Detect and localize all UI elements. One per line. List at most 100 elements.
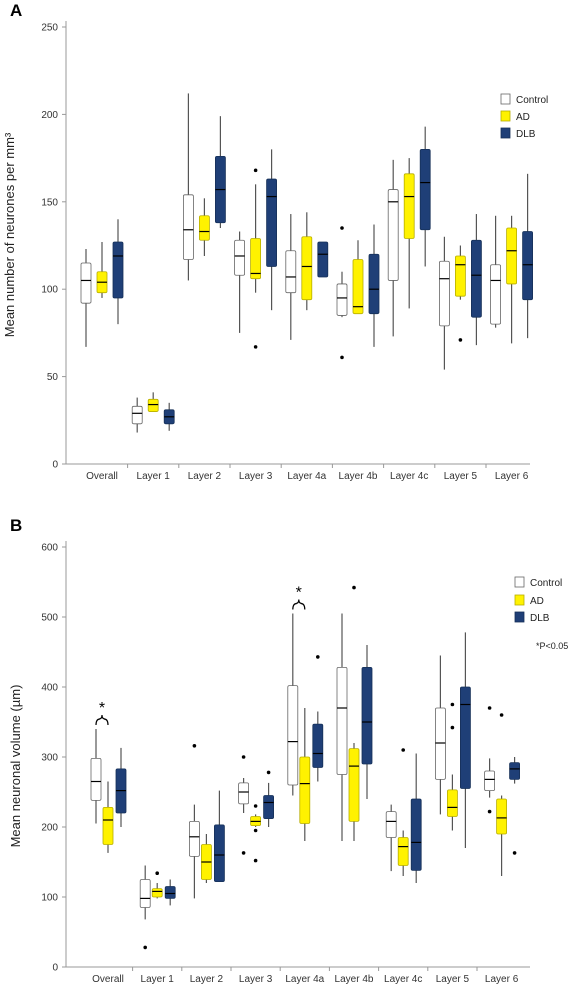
panel-a-control-layer-4b-outlier (340, 355, 344, 360)
panel-b-control-layer-3-box (238, 782, 250, 805)
panel-b-x-tick-label-layer-1: Layer 1 (141, 974, 175, 985)
panel-b-dlb-layer-6-outlier (512, 851, 517, 855)
panel-b-x-tick-label-layer-5: Layer 5 (436, 974, 470, 985)
panel-b-ad-layer-5-outlier (450, 725, 455, 730)
panel-b-y-tick-label: 300 (41, 753, 58, 764)
panel-a-control-layer-1-box (131, 405, 143, 425)
panel-a-control-overall-box (80, 262, 92, 304)
panel-a-ad-layer-5-outlier (458, 338, 463, 342)
panel-b-dlb-layer-6-box (509, 762, 521, 780)
panel-a-dlb-layer-5-box (470, 239, 482, 318)
panel-a-ad-layer-4a-box (301, 236, 313, 301)
panel-a-x-tick-label-layer-4c: Layer 4c (390, 471, 428, 482)
panel-b-legend-label-ad: AD (530, 596, 544, 607)
panel-b-ad-layer-1-box (151, 888, 163, 898)
panel-b-dlb-layer-3-box (263, 795, 275, 820)
panel-b-y-tick-label: 0 (52, 963, 58, 974)
panel-a-ad-layer-4b-box (352, 259, 364, 315)
panel-a-dlb-layer-6-box (522, 231, 533, 301)
panel-a-dlb-layer-3-box (266, 178, 278, 267)
panel-b-x-tick-label-layer-4b: Layer 4b (335, 974, 374, 985)
panel-b-significance-star-overall: * (99, 700, 105, 717)
panel-a-ad-layer-2-box (198, 215, 210, 241)
panel-a-chart: 0 50 100 150 200 250 Overall Layer 1 Layer 2 Laye… (41, 21, 548, 482)
panel-b-control-layer-6-box (484, 770, 496, 792)
panel-a-control-layer-4a-box (285, 250, 297, 294)
panel-a-y-axis-label: Mean number of neurones per mm³ (2, 132, 17, 337)
panel-a-control-layer-4c-box (387, 189, 399, 281)
panel-b-y-tick-label: 100 (41, 893, 58, 904)
panel-b-ad-layer-4b-outlier (352, 585, 356, 590)
panel-b-ad-layer-4c-box (397, 837, 409, 866)
panel-b-significance-bracket-overall (95, 714, 109, 726)
panel-a-control-layer-5-box (438, 260, 450, 327)
panel-a-control-layer-2-box (182, 194, 194, 260)
panel-b-control-layer-2-outlier (192, 744, 197, 748)
panel-a-y-tick-label: 0 (52, 460, 58, 471)
panel-b-dlb-layer-4b-box (361, 667, 373, 765)
panel-a-x-tick-label-layer-3: Layer 3 (239, 471, 273, 482)
panel-a-ad-layer-5-box (454, 255, 466, 297)
panel-b-dlb-layer-2-box (213, 824, 225, 883)
panel-a-dlb-layer-4a-box (317, 241, 329, 278)
panel-b-dlb-layer-4a-box (312, 723, 324, 768)
panel-b-significance-note: *P<0.05 (536, 641, 568, 651)
panel-b-legend-swatch-control (514, 576, 525, 588)
panel-b-control-layer-6-outlier (487, 809, 492, 814)
panel-a-control-layer-3-box (234, 239, 246, 276)
panel-a-legend-label-control: Control (516, 95, 548, 106)
panel-b-ad-layer-4c-outlier (401, 748, 406, 752)
panel-b-y-axis-label: Mean neuronal volume (µm) (8, 685, 23, 848)
panel-b-x-tick-label-layer-3: Layer 3 (239, 974, 273, 985)
panel-b-dlb-layer-4a-outlier (316, 655, 320, 659)
panel-a-control-layer-4b-box (336, 283, 348, 316)
panel-b-legend-swatch-dlb (514, 611, 525, 623)
panel-b-letter: B (10, 516, 22, 535)
panel-a-y-tick-label: 200 (41, 110, 58, 121)
panel-a-ad-layer-6-box (506, 227, 518, 285)
panel-b-y-tick-label: 500 (41, 613, 58, 624)
panel-b-legend-swatch-ad (514, 594, 525, 606)
panel-b-y-tick-label: 600 (41, 543, 58, 554)
panel-a-legend-swatch-control (500, 93, 511, 105)
panel-b-dlb-layer-1-box (164, 886, 176, 899)
panel-a-y-tick-label: 100 (41, 285, 58, 296)
panel-b-control-layer-3-outlier (241, 851, 246, 855)
panel-b-ad-layer-4a-box (299, 756, 311, 824)
panel-b-control-layer-3-outlier (241, 755, 246, 759)
panel-b-chart: 0 100 200 300 400 500 600 Overall Layer 1 Layer 2… (41, 541, 562, 985)
panel-a-ad-layer-3-outlier (253, 345, 258, 349)
panel-a-x-tick-label-layer-5: Layer 5 (444, 471, 478, 482)
panel-a-x-tick-label-layer-4a: Layer 4a (287, 471, 326, 482)
panel-b-x-tick-label-layer-4a: Layer 4a (285, 974, 324, 985)
panel-b-x-tick-label-layer-6: Layer 6 (485, 974, 519, 985)
panel-b-dlb-layer-5-box (459, 686, 471, 789)
panel-b-x-tick-label-layer-2: Layer 2 (190, 974, 224, 985)
panel-a-y-tick-label: 150 (41, 197, 58, 208)
panel-b-control-layer-4a-box (287, 685, 299, 786)
panel-a-legend-label-ad: AD (516, 112, 530, 123)
panel-b-ad-layer-3-outlier (253, 804, 258, 808)
panel-a-legend-swatch-dlb (500, 127, 511, 139)
panel-b-dlb-layer-4c-box (410, 798, 422, 871)
panel-a-legend-label-dlb: DLB (516, 129, 536, 140)
panel-b-y-tick-label: 400 (41, 683, 58, 694)
panel-a-ad-layer-1-box (147, 398, 159, 412)
panel-b-legend-label-dlb: DLB (530, 613, 550, 624)
panel-b-y-tick-label: 200 (41, 823, 58, 834)
panel-b-significance-star-layer-4a: * (296, 585, 302, 602)
panel-b-control-layer-6-outlier (487, 706, 492, 710)
panel-b-control-overall-box (90, 758, 102, 801)
panel-a-control-layer-4b-outlier (340, 226, 344, 230)
panel-b-x-tick-label-overall: Overall (92, 974, 124, 985)
panel-b-ad-layer-1-outlier (155, 871, 159, 875)
panel-a-x-tick-label-layer-1: Layer 1 (137, 471, 171, 482)
panel-a-ad-layer-4c-box (403, 173, 415, 239)
panel-b-significance-bracket-layer-4a (292, 599, 306, 610)
panel-b-ad-layer-5-box (446, 789, 458, 817)
panel-b-ad-layer-6-box (496, 798, 508, 835)
panel-b-ad-overall-box (102, 807, 114, 845)
panel-b-ad-layer-6-outlier (499, 713, 504, 717)
panel-b-ad-layer-3-outlier (253, 858, 258, 863)
